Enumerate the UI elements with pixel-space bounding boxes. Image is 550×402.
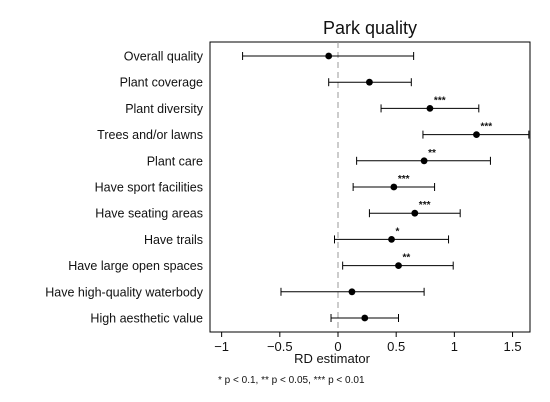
significance-marker: ***: [480, 122, 492, 133]
estimate-row: Have large open spaces **: [68, 253, 454, 273]
row-label: Plant diversity: [125, 102, 204, 116]
point-estimate: [361, 314, 369, 322]
point-estimate: [366, 78, 373, 86]
point-estimate: [426, 105, 434, 112]
row-label: Overall quality: [124, 50, 204, 64]
row-label: Have high-quality waterbody: [45, 285, 203, 299]
significance-marker: ***: [434, 95, 446, 106]
estimate-row: Plant diversity ***: [125, 95, 480, 116]
estimate-rows: Overall quality Plant coverage Plant diver…: [45, 50, 530, 326]
row-label: Plant care: [147, 154, 203, 168]
row-label: Have large open spaces: [68, 259, 203, 273]
x-tick-label: 0: [334, 339, 341, 354]
x-tick-label: 1: [451, 339, 458, 354]
point-estimate: [395, 262, 402, 269]
estimate-row: Plant coverage: [120, 76, 412, 90]
x-tick-label: 1.5: [504, 339, 522, 354]
estimate-row: Trees and/or lawns ***: [97, 122, 530, 142]
significance-marker: **: [403, 253, 411, 264]
row-label: Trees and/or lawns: [97, 128, 203, 142]
estimate-row: Have sport facilities ***: [95, 174, 436, 195]
point-estimate: [473, 131, 480, 139]
x-axis-label: RD estimator: [294, 351, 371, 366]
x-tick-label: 0.5: [387, 339, 405, 354]
row-label: Plant coverage: [120, 76, 203, 90]
row-label: Have trails: [144, 233, 203, 247]
estimate-row: Have trails *: [144, 226, 450, 247]
estimate-row: Have high-quality waterbody: [45, 285, 425, 299]
estimate-row: Plant care **: [147, 148, 491, 168]
significance-marker: **: [428, 148, 436, 159]
point-estimate: [388, 236, 395, 243]
chart-title: Park quality: [323, 18, 417, 38]
point-estimate: [348, 288, 356, 296]
significance-marker: ***: [398, 174, 410, 185]
row-label: High aesthetic value: [90, 312, 203, 326]
significance-marker: ***: [419, 200, 431, 211]
x-tick-label: −1: [214, 339, 229, 354]
significance-marker: *: [396, 226, 400, 237]
estimate-row: High aesthetic value: [90, 312, 400, 326]
plot-frame: [209, 41, 531, 333]
row-label: Have sport facilities: [95, 181, 203, 195]
estimate-row: Overall quality: [124, 50, 415, 64]
point-estimate: [420, 157, 428, 165]
point-estimate: [411, 209, 419, 217]
point-estimate: [325, 52, 333, 60]
significance-note: * p < 0.1, ** p < 0.05, *** p < 0.01: [218, 375, 365, 386]
x-axis: −1 −0.5 0 0.5 1 1.5: [214, 332, 522, 354]
estimate-row: Have seating areas ***: [95, 200, 461, 221]
point-estimate: [390, 183, 398, 191]
row-label: Have seating areas: [95, 207, 203, 221]
x-tick-label: −0.5: [267, 339, 293, 354]
